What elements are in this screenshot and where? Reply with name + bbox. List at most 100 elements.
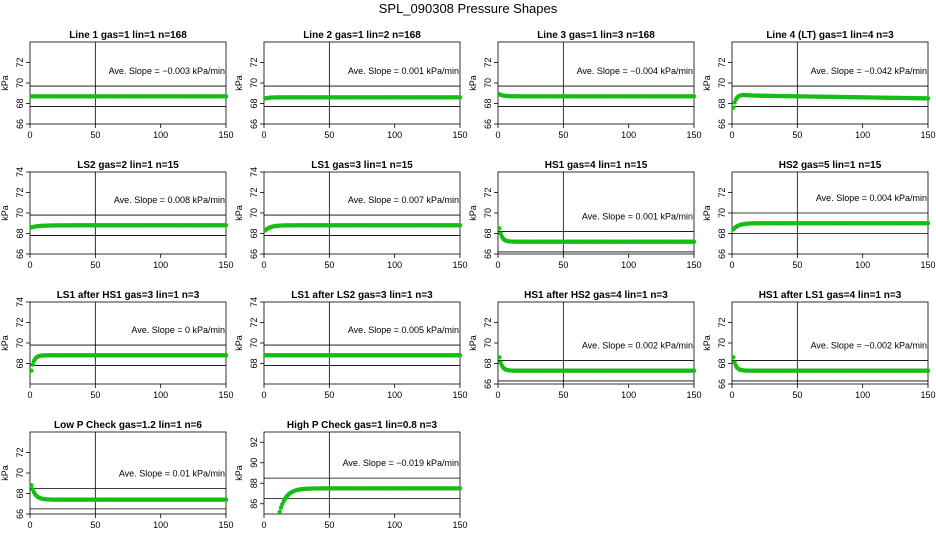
data-point <box>29 368 34 373</box>
data-point <box>457 95 463 100</box>
panel-4: Line 4 (LT) gas=1 lin=4 n=3 kPa 66 68 70 72 0 5… <box>702 30 936 140</box>
y-tick-label: 68 <box>15 358 25 368</box>
y-tick-label: 88 <box>249 478 259 488</box>
panel-13: Low P Check gas=1.2 lin=1 n=6 kPa 66 68 70 72… <box>0 420 234 530</box>
panel-title: HS2 gas=5 lin=1 n=15 <box>779 160 882 171</box>
data-point <box>925 221 931 226</box>
y-axis-label: kPa <box>468 335 478 351</box>
x-tick-label: 100 <box>387 390 402 400</box>
x-tick-label: 100 <box>855 390 870 400</box>
panel-title: Line 3 gas=1 lin=3 n=168 <box>537 30 655 41</box>
y-axis-label: kPa <box>0 205 10 221</box>
y-axis-label: kPa <box>702 335 712 351</box>
x-tick-label: 150 <box>920 130 935 140</box>
y-tick-label: 66 <box>15 509 25 519</box>
x-tick-label: 100 <box>855 130 870 140</box>
y-tick-label: 70 <box>483 338 493 348</box>
x-tick-label: 100 <box>153 520 168 530</box>
plot-frame <box>263 301 461 385</box>
x-tick-label: 150 <box>452 520 467 530</box>
data-point <box>30 362 35 367</box>
x-tick-label: 100 <box>621 130 636 140</box>
slope-annotation: Ave. Slope = 0.005 kPa/min <box>348 325 459 335</box>
y-tick-label: 66 <box>15 119 25 129</box>
panel-5: LS2 gas=2 lin=1 n=15 kPa 66 68 70 72 74 0 50 100 1… <box>0 160 234 270</box>
panel-1: Line 1 gas=1 lin=1 n=168 kPa 66 68 70 72 0 50 10… <box>0 30 234 140</box>
x-tick-label: 50 <box>90 520 100 530</box>
x-tick-label: 50 <box>558 260 568 270</box>
y-tick-label: 72 <box>483 57 493 67</box>
x-tick-label: 50 <box>792 390 802 400</box>
plot-frame <box>29 41 227 125</box>
y-tick-label: 66 <box>249 249 259 259</box>
data-point <box>731 355 736 360</box>
y-tick-label: 68 <box>717 358 727 368</box>
x-tick-label: 150 <box>218 130 233 140</box>
slope-annotation: Ave. Slope = 0 kPa/min <box>131 325 225 335</box>
x-tick-label: 0 <box>27 390 32 400</box>
panel-title: LS2 gas=2 lin=1 n=15 <box>77 160 179 171</box>
y-tick-label: 72 <box>15 317 25 327</box>
slope-annotation: Ave. Slope = 0.007 kPa/min <box>348 195 459 205</box>
y-tick-label: 70 <box>15 208 25 218</box>
x-tick-label: 0 <box>729 260 734 270</box>
y-tick-label: 70 <box>249 78 259 88</box>
y-tick-label: 72 <box>249 187 259 197</box>
x-tick-label: 0 <box>495 390 500 400</box>
y-tick-label: 70 <box>15 78 25 88</box>
panel-title: Line 2 gas=1 lin=2 n=168 <box>303 30 421 41</box>
data-point <box>223 223 229 228</box>
panel-10: LS1 after LS2 gas=3 lin=1 n=3 kPa 68 70 72 74… <box>234 290 468 400</box>
slope-annotation: Ave. Slope = 0.01 kPa/min <box>119 468 225 478</box>
slope-annotation: Ave. Slope = −0.019 kPa/min <box>343 458 459 468</box>
data-point <box>457 486 463 491</box>
plot-frame <box>263 171 461 255</box>
plot-frame <box>731 41 929 125</box>
y-axis-label: kPa <box>234 205 244 221</box>
y-axis-label: kPa <box>468 205 478 221</box>
x-tick-label: 150 <box>452 130 467 140</box>
plot-frame <box>263 41 461 125</box>
x-tick-label: 150 <box>686 390 701 400</box>
slope-annotation: Ave. Slope = −0.002 kPa/min <box>811 340 927 350</box>
y-axis-label: kPa <box>0 465 10 481</box>
x-tick-label: 0 <box>27 260 32 270</box>
data-point <box>29 483 34 488</box>
y-tick-label: 72 <box>717 57 727 67</box>
y-tick-label: 68 <box>483 358 493 368</box>
x-tick-label: 50 <box>324 520 334 530</box>
y-tick-label: 72 <box>717 187 727 197</box>
figure-title: SPL_090308 Pressure Shapes <box>379 1 558 16</box>
x-tick-label: 0 <box>27 520 32 530</box>
panel-title: LS1 gas=3 lin=1 n=15 <box>311 160 413 171</box>
x-tick-label: 0 <box>261 260 266 270</box>
y-tick-label: 74 <box>249 297 259 307</box>
x-tick-label: 50 <box>90 260 100 270</box>
x-tick-label: 100 <box>621 390 636 400</box>
x-tick-label: 50 <box>324 130 334 140</box>
x-tick-label: 50 <box>558 130 568 140</box>
panel-title: HS1 gas=4 lin=1 n=15 <box>545 160 648 171</box>
panel-title: HS1 after LS1 gas=4 lin=1 n=3 <box>759 290 902 301</box>
y-tick-label: 68 <box>483 98 493 108</box>
slope-annotation: Ave. Slope = −0.042 kPa/min <box>811 66 927 76</box>
data-point <box>497 355 502 360</box>
data-point <box>223 353 229 358</box>
y-tick-label: 72 <box>483 187 493 197</box>
y-tick-label: 90 <box>249 458 259 468</box>
panel-11: HS1 after HS2 gas=4 lin=1 n=3 kPa 66 68 70 72… <box>468 290 702 400</box>
slope-annotation: Ave. Slope = 0.008 kPa/min <box>114 195 225 205</box>
y-tick-label: 70 <box>717 338 727 348</box>
y-tick-label: 70 <box>483 208 493 218</box>
y-tick-label: 68 <box>15 98 25 108</box>
data-point <box>223 497 229 502</box>
plot-frame <box>497 41 695 125</box>
y-tick-label: 70 <box>15 338 25 348</box>
data-point <box>277 509 282 515</box>
x-tick-label: 50 <box>792 130 802 140</box>
y-tick-label: 66 <box>483 119 493 129</box>
panel-12: HS1 after LS1 gas=4 lin=1 n=3 kPa 66 68 70 72… <box>702 290 936 400</box>
x-tick-label: 100 <box>153 260 168 270</box>
y-axis-label: kPa <box>234 75 244 91</box>
y-tick-label: 68 <box>249 358 259 368</box>
